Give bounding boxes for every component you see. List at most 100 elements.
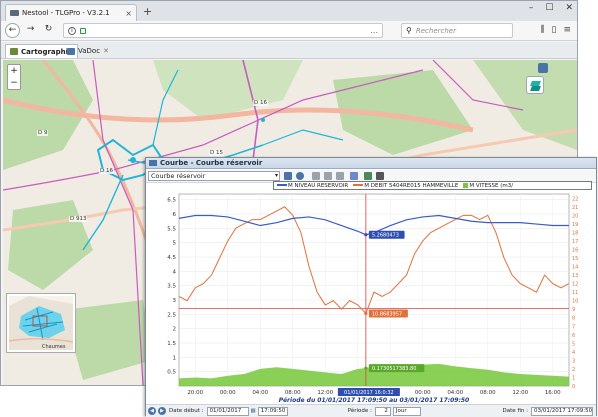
time-debut-field[interactable]: 17:09:50 [257,406,288,416]
overview-minimap[interactable]: Chaumes [7,294,75,352]
back-icon[interactable]: ← [5,23,20,38]
x-tick-label: 04:00 [447,390,463,396]
sidebar-icon[interactable]: ▯ [551,25,557,35]
url-bar[interactable]: i ... [63,23,383,38]
legend-label: M DEBIT 5404RE015 HAMMEVILLE [364,182,459,189]
reload-icon[interactable]: ↻ [44,24,53,34]
legend-swatch [277,184,287,186]
zoom-out-icon[interactable]: − [10,78,18,88]
curve-selector[interactable]: Courbe réservoir ▾ [148,171,280,181]
periode-label: Période : [347,408,372,414]
layers-icon[interactable] [526,76,544,94]
y-tick-label-right: 21 [572,205,578,211]
y-tick-label-right: 16 [572,247,578,253]
date-debut-field[interactable]: 01/01/2017 [206,406,249,416]
curve-selector-value: Courbe réservoir [151,172,206,180]
cursor-value-box [368,364,425,373]
legend-swatch [463,182,469,188]
y-tick-label-left: 6.5 [167,198,176,204]
x-tick-label: 00:00 [415,390,431,396]
forward-icon[interactable]: → [26,24,35,34]
y-tick-label-right: 17 [572,239,578,245]
minimize-icon[interactable]: – [528,3,534,13]
legend-item[interactable]: M NIVEAU RESERVOIR [277,183,348,189]
close-tab-icon[interactable]: ✕ [103,47,109,55]
page-actions-icon[interactable]: ... [370,26,378,35]
legend-label: M VITESSE (m3/ [469,182,514,189]
y-tick-label-left: 6 [173,212,177,218]
legend-item[interactable]: M DEBIT 5404RE015 HAMMEVILLE [353,183,458,189]
print-icon[interactable] [376,172,384,180]
table-icon[interactable] [324,172,332,180]
zoom-in-icon[interactable]: + [10,66,18,76]
new-tab-icon[interactable]: + [143,5,153,18]
chart-settings-icon[interactable] [350,172,358,180]
legend-swatch [353,184,364,186]
y-tick-label-right: 7 [572,324,575,330]
copy-icon[interactable] [312,172,320,180]
browser-toolbar-icons: ⫼ ▯ ≡ [540,25,571,35]
lock-icon [80,27,86,34]
browser-tab[interactable]: Nestool - TLGPro - V3.2.1 × [5,4,137,21]
y-tick-label-right: 3 [572,358,575,364]
cursor-value-box [368,230,405,239]
maximize-icon[interactable]: ☐ [545,3,554,13]
chevron-down-icon[interactable]: ▾ [274,172,278,179]
x-tick-label: 08:00 [285,390,301,396]
chart-window-titlebar[interactable]: Courbe - Courbe réservoir [146,158,596,169]
search-bar[interactable]: ⚲ Rechercher [401,23,513,38]
y-tick-label-left: 3 [173,298,177,304]
period-caption: Période du 01/01/2017 17:09:50 au 03/01/… [279,397,470,404]
y-tick-label-right: 6 [572,333,575,339]
x-tick-label: 08:00 [480,390,496,396]
x-tick-label: 20:00 [187,390,203,396]
library-icon[interactable]: ⫼ [540,25,545,35]
fullscreen-icon[interactable] [538,63,548,73]
browser-window: Nestool - TLGPro - V3.2.1 × + – ☐ ✕ ← → … [0,0,578,386]
info-icon[interactable]: i [68,26,76,35]
menu-icon[interactable]: ≡ [563,25,571,35]
image-icon[interactable] [364,172,372,180]
road-label: D 16 [253,100,268,106]
periode-value-field[interactable]: 2 [374,406,391,416]
chart-footer: ◀ ▶ Date début : 01/01/2017 ▦ 17:09:50 P… [146,404,596,417]
y-tick-label-left: 4.5 [167,255,176,261]
plot-area [178,193,570,387]
chart-window-title: Courbe - Courbe réservoir [160,159,263,167]
y-tick-label-right: 11 [572,290,578,296]
legend-item[interactable]: M VITESSE (m3/ [463,182,514,189]
y-tick-label-left: 3.5 [167,284,176,290]
save-icon[interactable] [284,172,292,180]
browser-tabstrip: Nestool - TLGPro - V3.2.1 × + – ☐ ✕ [1,1,577,21]
x-tick-label: 16:00 [545,390,561,396]
close-tab-icon[interactable]: × [125,8,132,18]
y-tick-label-right: 8 [572,316,575,322]
chart-window[interactable]: Courbe - Courbe réservoir Courbe réservo… [145,157,598,417]
x-tick-label: 04:00 [252,390,268,396]
app-favicon-icon [10,10,19,16]
next-period-icon[interactable]: ▶ [158,407,166,415]
tab-cartographie[interactable]: Cartographie [5,44,78,58]
chart-canvas[interactable]: 6.565.554.543.532.521.510.52221201918171… [146,158,598,417]
tab-vadoc[interactable]: VaDoc ✕ [63,44,113,58]
close-window-icon[interactable]: ✕ [565,3,573,13]
y-tick-label-left: 0.5 [167,370,176,376]
tab-label: VaDoc [78,47,101,55]
y-tick-label-right: 20 [572,213,578,219]
y-tick-label-left: 2 [173,327,177,333]
y-tick-label-right: 5 [572,341,575,347]
help-icon[interactable] [296,172,304,180]
y-tick-label-right: 0 [572,384,575,390]
legend-label: M NIVEAU RESERVOIR [288,182,349,189]
cursor-time-box [337,388,400,396]
cursor-point [364,311,368,316]
zoom-control[interactable]: + − [7,64,21,90]
periode-unit-select[interactable]: Jour [392,406,421,416]
cursor-value-box [368,309,408,318]
export-icon[interactable] [336,172,344,180]
previous-period-icon[interactable]: ◀ [148,407,156,415]
date-fin-field[interactable]: 03/01/2017 17:09:50 [531,406,593,416]
map-icon [10,48,18,55]
tab-label: Cartographie [21,47,73,56]
calendar-icon[interactable]: ▦ [250,408,256,414]
